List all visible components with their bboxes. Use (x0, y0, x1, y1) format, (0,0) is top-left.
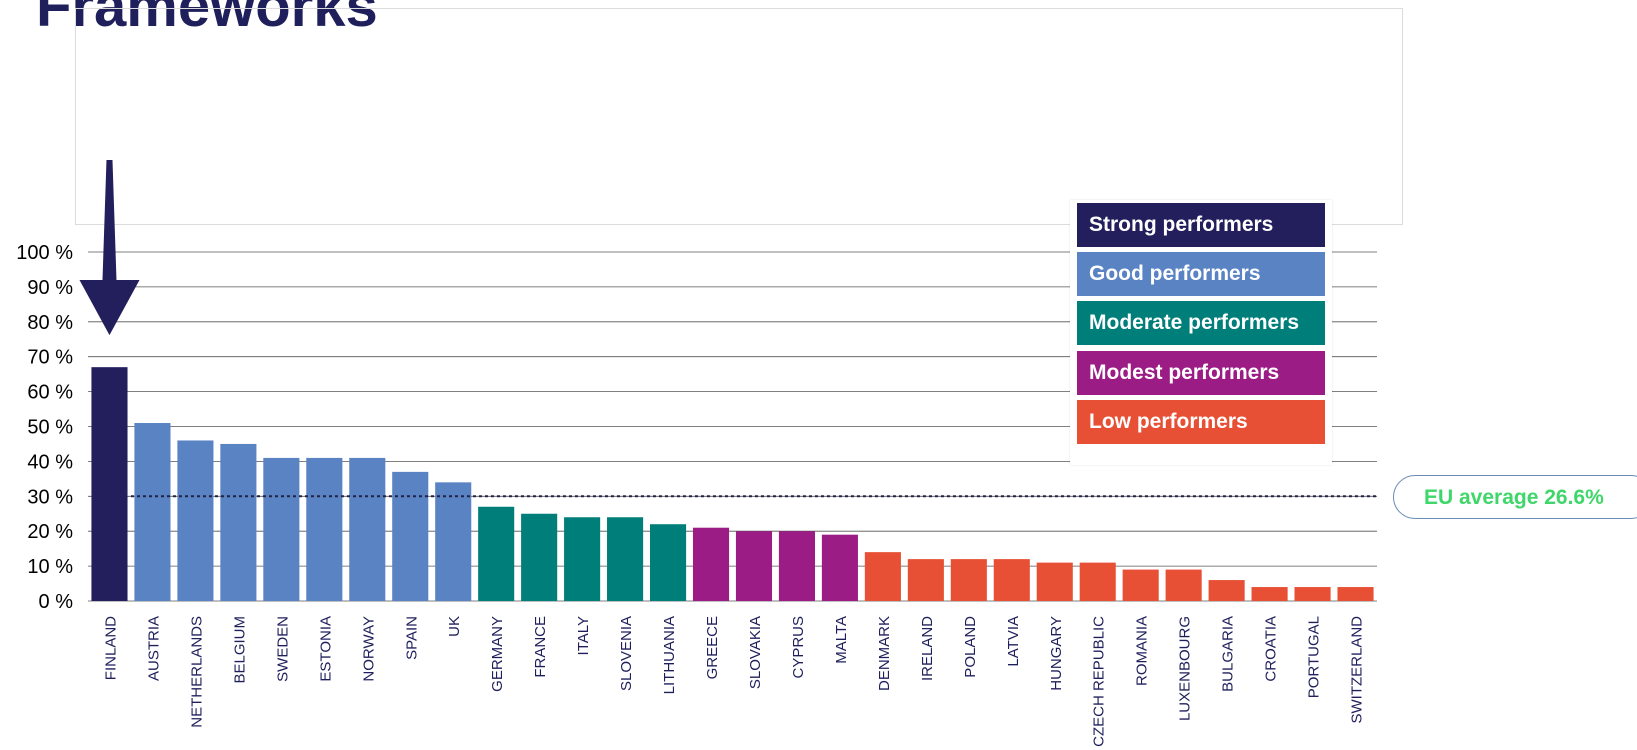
x-tick-label: GREECE (704, 616, 721, 679)
x-tick-label: BULGARIA (1220, 616, 1237, 692)
bar-france (521, 513, 558, 601)
title-frame (75, 8, 1403, 225)
highlight-arrow-icon (79, 160, 140, 336)
legend-good-performers: Good performers (1077, 252, 1325, 296)
bar-uk (435, 482, 472, 601)
bar-cyprus (778, 531, 815, 601)
y-tick-label: 10 % (27, 556, 73, 578)
x-axis-labels: FINLAND AUSTRIA NETHERLANDS BELGIUM SWEDEN ES… (102, 616, 1365, 747)
y-tick-label: 90 % (27, 277, 73, 299)
x-tick-label: ROMANIA (1134, 616, 1151, 686)
bar-switzerland (1337, 587, 1374, 601)
x-tick-label: NORWAY (360, 616, 377, 682)
x-tick-label: PORTUGAL (1306, 616, 1323, 698)
bar-poland (950, 559, 987, 601)
bar-norway (349, 457, 386, 601)
eu-average-label: EU average 26.6% (1393, 475, 1637, 519)
bar-sweden (263, 457, 300, 601)
bars (91, 367, 1374, 601)
y-tick-label: 40 % (27, 451, 73, 473)
y-tick-label: 0 % (39, 591, 74, 613)
y-tick-label: 60 % (27, 382, 73, 404)
bar-greece (692, 527, 730, 601)
bar-portugal (1294, 587, 1331, 601)
legend-modest-performers: Modest performers (1077, 351, 1325, 395)
x-tick-label: MALTA (833, 616, 850, 664)
bar-belgium (220, 443, 257, 601)
y-tick-label: 50 % (27, 417, 73, 439)
x-tick-label: SPAIN (403, 616, 420, 660)
x-tick-label: SLOVAKIA (747, 616, 764, 689)
bar-estonia (306, 457, 343, 601)
bar-denmark (864, 552, 901, 601)
legend-strong-performers: Strong performers (1077, 203, 1325, 247)
x-tick-label: ESTONIA (317, 616, 334, 682)
bar-lithuania (650, 524, 687, 601)
x-tick-label: IRELAND (919, 616, 936, 681)
x-tick-label: POLAND (962, 616, 979, 678)
bar-italy (564, 517, 601, 601)
y-tick-label: 30 % (27, 486, 73, 508)
bar-hungary (1036, 562, 1073, 601)
bar-croatia (1251, 587, 1288, 601)
bar-spain (392, 471, 429, 601)
bar-slovakia (735, 531, 773, 601)
x-tick-label: FINLAND (102, 616, 119, 680)
x-tick-label: GERMANY (489, 616, 506, 692)
bar-romania (1122, 569, 1159, 601)
y-tick-label: 100 % (16, 242, 73, 264)
x-tick-label: HUNGARY (1048, 616, 1065, 691)
x-tick-label: CZECH REPUBLIC (1091, 616, 1108, 747)
x-tick-label: FRANCE (532, 616, 549, 678)
bar-netherlands (177, 440, 214, 601)
bar-ireland (907, 559, 944, 601)
y-tick-label: 70 % (27, 347, 73, 369)
x-tick-label: DENMARK (876, 616, 893, 691)
bar-bulgaria (1208, 580, 1245, 601)
bar-latvia (993, 559, 1030, 601)
legend: Strong performers Good performers Modera… (1070, 200, 1332, 465)
y-tick-label: 80 % (27, 312, 73, 334)
bar-malta (821, 534, 858, 601)
legend-low-performers: Low performers (1077, 400, 1325, 444)
x-tick-label: CROATIA (1263, 616, 1280, 682)
bar-slovenia (607, 517, 644, 601)
bar-germany (478, 506, 515, 601)
bar-luxenbourg (1165, 569, 1202, 601)
y-axis-ticks: 0 % 10 % 20 % 30 % 40 % 50 % 60 % 70 % 80 % 90 % 1… (16, 242, 73, 613)
x-tick-label: SWEDEN (274, 616, 291, 682)
x-tick-label: LATVIA (1005, 616, 1022, 667)
x-tick-label: BELGIUM (231, 616, 248, 684)
bar-czech-republic (1079, 562, 1116, 601)
x-tick-label: UK (446, 616, 463, 637)
x-tick-label: ITALY (575, 616, 592, 655)
x-tick-label: LITHUANIA (661, 616, 678, 694)
x-tick-label: CYPRUS (790, 616, 807, 679)
x-tick-label: SLOVENIA (618, 616, 635, 691)
x-tick-label: SWITZERLAND (1349, 616, 1366, 724)
bar-austria (134, 423, 171, 601)
page-title: Frameworks (36, 0, 378, 39)
bar-finland (91, 367, 128, 601)
legend-moderate-performers: Moderate performers (1077, 301, 1325, 345)
x-tick-label: NETHERLANDS (188, 616, 205, 728)
x-tick-label: LUXENBOURG (1177, 616, 1194, 721)
y-tick-label: 20 % (27, 521, 73, 543)
x-tick-label: AUSTRIA (145, 616, 162, 681)
